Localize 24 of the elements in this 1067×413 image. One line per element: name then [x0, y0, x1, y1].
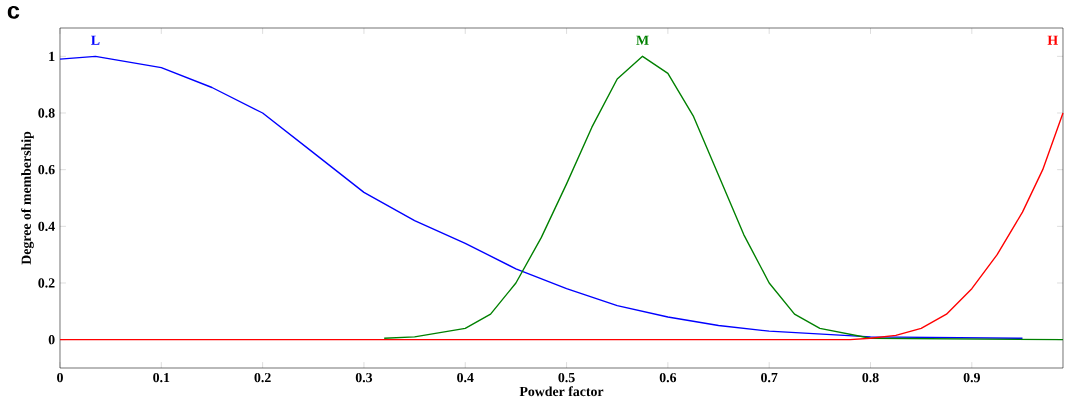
x-axis-title: Powder factor	[519, 386, 604, 397]
x-tick-label: 0.7	[761, 372, 778, 383]
line-series	[59, 112, 1064, 341]
text: c	[7, 5, 20, 19]
x-tick-label: 0.3	[355, 372, 373, 383]
series-label: L	[91, 35, 100, 45]
series-label: M	[636, 35, 649, 45]
x-tick-label: 0.5	[558, 372, 575, 383]
y-tick-label: 0	[48, 335, 55, 345]
y-axis-title: Degree of membership	[21, 131, 34, 265]
y-tick-label: 1	[49, 51, 55, 61]
y-tick-label: 0.8	[38, 108, 55, 118]
x-tick-label: 0.8	[862, 372, 879, 383]
x-tick-label: 0.6	[659, 372, 677, 383]
line-series	[383, 55, 1064, 341]
x-tick-label: 0.9	[963, 372, 980, 383]
x-tick-label: 0	[57, 372, 63, 383]
y-tick-label: 0.4	[38, 221, 55, 232]
y-tick-label: 0.6	[38, 164, 55, 175]
x-tick-label: 0.1	[153, 372, 170, 383]
x-tick-label: 0.2	[254, 372, 271, 383]
x-tick-label: 0.4	[457, 372, 474, 383]
text: H	[1047, 35, 1058, 45]
y-tick-label: 0.2	[38, 278, 55, 288]
